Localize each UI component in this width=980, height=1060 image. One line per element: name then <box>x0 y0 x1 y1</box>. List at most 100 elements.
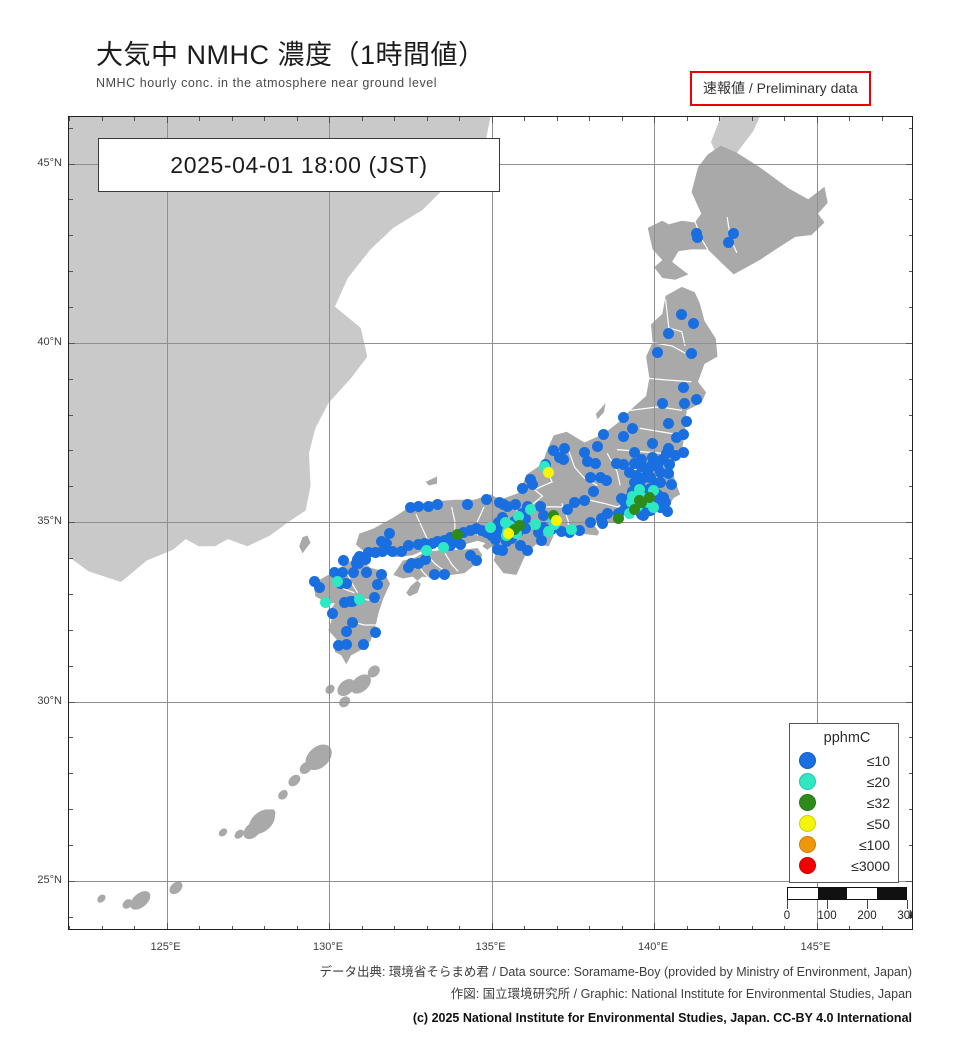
station-point[interactable] <box>420 554 432 566</box>
station-point[interactable] <box>326 608 338 620</box>
station-point[interactable] <box>663 328 675 340</box>
station-point[interactable] <box>341 638 353 650</box>
station-point[interactable] <box>512 511 524 523</box>
station-point[interactable] <box>677 382 689 394</box>
station-point[interactable] <box>464 524 476 536</box>
station-point[interactable] <box>598 428 610 440</box>
station-point[interactable] <box>498 498 510 510</box>
station-point[interactable] <box>386 546 398 558</box>
station-point[interactable] <box>660 447 672 459</box>
station-point[interactable] <box>669 450 681 462</box>
station-point[interactable] <box>651 347 663 359</box>
station-point[interactable] <box>471 523 483 535</box>
station-point[interactable] <box>354 593 366 605</box>
station-point[interactable] <box>591 441 603 453</box>
station-point[interactable] <box>554 452 566 464</box>
station-point[interactable] <box>596 517 608 529</box>
station-point[interactable] <box>629 446 640 458</box>
station-point[interactable] <box>627 490 639 502</box>
station-point[interactable] <box>341 626 353 638</box>
station-point[interactable] <box>617 459 629 471</box>
station-point[interactable] <box>534 500 546 512</box>
station-point[interactable] <box>559 443 571 455</box>
station-point[interactable] <box>538 509 549 521</box>
station-point[interactable] <box>652 461 664 473</box>
station-point[interactable] <box>649 492 661 504</box>
station-point[interactable] <box>412 538 424 550</box>
station-point[interactable] <box>314 582 326 594</box>
station-point[interactable] <box>666 479 678 491</box>
station-point[interactable] <box>375 568 387 580</box>
station-point[interactable] <box>562 504 574 516</box>
station-point[interactable] <box>585 517 597 529</box>
station-point[interactable] <box>520 523 532 535</box>
station-point[interactable] <box>676 308 688 320</box>
station-point[interactable] <box>461 498 473 510</box>
station-point[interactable] <box>601 475 613 487</box>
station-point[interactable] <box>578 446 590 458</box>
station-point[interactable] <box>412 500 424 512</box>
station-point[interactable] <box>520 513 532 525</box>
station-point[interactable] <box>371 579 383 591</box>
station-point[interactable] <box>451 529 463 541</box>
station-point[interactable] <box>521 544 533 556</box>
station-point[interactable] <box>655 467 666 479</box>
station-point[interactable] <box>481 494 493 506</box>
station-point[interactable] <box>491 543 503 555</box>
station-point[interactable] <box>502 528 514 540</box>
station-point[interactable] <box>381 537 393 549</box>
map-plot-area[interactable]: 2025-04-01 18:00 (JST) pphmC ≤10 ≤20 ≤32 ≤5… <box>68 116 913 930</box>
station-point[interactable] <box>426 538 438 550</box>
station-point[interactable] <box>656 398 668 410</box>
station-point[interactable] <box>308 575 320 587</box>
station-point[interactable] <box>369 592 380 603</box>
station-point[interactable] <box>429 568 441 580</box>
station-point[interactable] <box>422 500 434 512</box>
station-point[interactable] <box>551 514 562 526</box>
station-point[interactable] <box>661 505 673 517</box>
station-point[interactable] <box>690 394 702 406</box>
station-point[interactable] <box>516 482 528 494</box>
station-point[interactable] <box>728 228 740 240</box>
station-point[interactable] <box>383 528 395 540</box>
station-point[interactable] <box>568 496 580 508</box>
station-point[interactable] <box>630 470 642 482</box>
station-point[interactable] <box>723 237 735 248</box>
station-point[interactable] <box>655 501 666 513</box>
station-point[interactable] <box>497 544 509 556</box>
station-point[interactable] <box>602 507 614 519</box>
station-point[interactable] <box>636 453 648 465</box>
station-point[interactable] <box>362 547 374 559</box>
station-point[interactable] <box>663 418 675 430</box>
station-point[interactable] <box>438 568 450 580</box>
station-point[interactable] <box>445 531 457 543</box>
station-point[interactable] <box>677 428 689 440</box>
station-point[interactable] <box>525 473 536 485</box>
station-point[interactable] <box>642 464 653 476</box>
station-point[interactable] <box>638 471 650 483</box>
station-point[interactable] <box>685 348 697 360</box>
station-point[interactable] <box>347 566 359 578</box>
station-point[interactable] <box>633 483 645 495</box>
station-point[interactable] <box>419 538 431 550</box>
station-point[interactable] <box>613 513 625 525</box>
station-point[interactable] <box>646 452 658 464</box>
station-point[interactable] <box>359 554 371 566</box>
station-point[interactable] <box>331 575 343 587</box>
station-point[interactable] <box>333 640 345 652</box>
station-point[interactable] <box>489 533 501 545</box>
station-point[interactable] <box>670 432 682 444</box>
station-point[interactable] <box>369 627 381 639</box>
station-point[interactable] <box>486 530 497 542</box>
station-point[interactable] <box>594 471 606 483</box>
station-point[interactable] <box>590 457 601 469</box>
station-point[interactable] <box>565 523 577 535</box>
station-point[interactable] <box>336 566 348 578</box>
station-point[interactable] <box>525 504 536 516</box>
station-point[interactable] <box>578 495 590 507</box>
station-point[interactable] <box>647 501 659 513</box>
station-point[interactable] <box>611 457 623 469</box>
station-point[interactable] <box>445 540 457 551</box>
station-point[interactable] <box>510 498 522 510</box>
station-point[interactable] <box>573 524 585 536</box>
